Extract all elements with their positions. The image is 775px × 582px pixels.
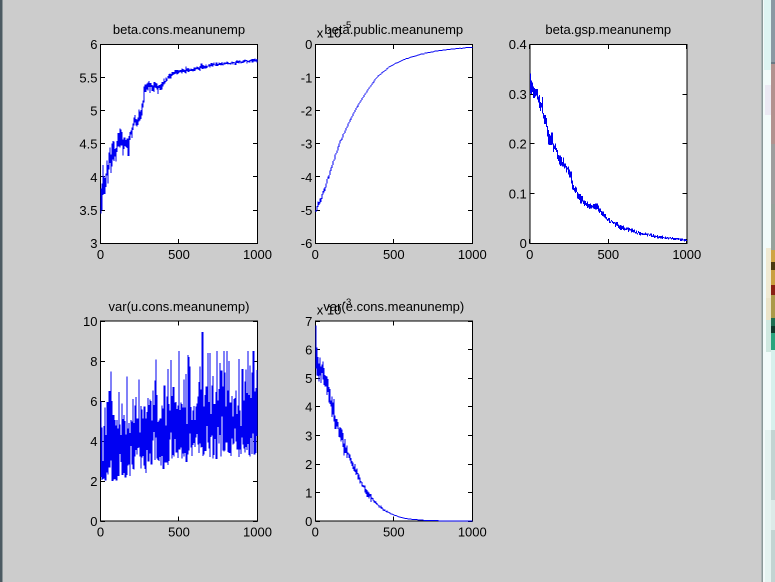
svg-text:3: 3 bbox=[305, 428, 312, 443]
svg-text:beta.public.meanunemp: beta.public.meanunemp bbox=[324, 22, 463, 37]
svg-text:0.4: 0.4 bbox=[509, 37, 527, 52]
svg-text:4: 4 bbox=[90, 434, 97, 449]
svg-text:0: 0 bbox=[305, 37, 312, 52]
svg-text:1000: 1000 bbox=[458, 525, 487, 540]
svg-text:500: 500 bbox=[168, 525, 190, 540]
svg-text:6: 6 bbox=[305, 343, 312, 358]
svg-text:beta.gsp.meanunemp: beta.gsp.meanunemp bbox=[545, 22, 671, 37]
svg-text:5: 5 bbox=[90, 103, 97, 118]
svg-text:var(e.cons.meanunemp): var(e.cons.meanunemp) bbox=[323, 299, 464, 314]
svg-text:8: 8 bbox=[90, 354, 97, 369]
svg-text:2: 2 bbox=[305, 457, 312, 472]
svg-text:500: 500 bbox=[597, 247, 619, 262]
svg-text:-6: -6 bbox=[301, 236, 313, 251]
svg-text:-2: -2 bbox=[301, 103, 313, 118]
svg-text:3: 3 bbox=[90, 236, 97, 251]
svg-text:2: 2 bbox=[90, 474, 97, 489]
svg-text:0: 0 bbox=[97, 525, 104, 540]
svg-text:1: 1 bbox=[305, 485, 312, 500]
svg-text:-3: -3 bbox=[343, 297, 351, 308]
svg-text:4: 4 bbox=[305, 400, 312, 415]
svg-text:-3: -3 bbox=[301, 137, 313, 152]
svg-text:4.5: 4.5 bbox=[79, 137, 97, 152]
svg-text:0: 0 bbox=[526, 247, 533, 262]
svg-text:0: 0 bbox=[90, 514, 97, 529]
svg-text:10: 10 bbox=[83, 314, 97, 329]
svg-text:x 10: x 10 bbox=[317, 26, 342, 41]
svg-text:-1: -1 bbox=[301, 70, 313, 85]
svg-text:5: 5 bbox=[305, 371, 312, 386]
svg-text:0: 0 bbox=[312, 525, 319, 540]
svg-text:0: 0 bbox=[97, 247, 104, 262]
svg-text:1000: 1000 bbox=[458, 247, 487, 262]
svg-text:0: 0 bbox=[305, 514, 312, 529]
svg-text:3.5: 3.5 bbox=[79, 203, 97, 218]
svg-text:5.5: 5.5 bbox=[79, 70, 97, 85]
svg-text:4: 4 bbox=[90, 170, 97, 185]
svg-text:500: 500 bbox=[383, 525, 405, 540]
svg-text:500: 500 bbox=[168, 247, 190, 262]
svg-text:-5: -5 bbox=[343, 20, 351, 31]
svg-text:1000: 1000 bbox=[243, 525, 272, 540]
svg-text:6: 6 bbox=[90, 394, 97, 409]
svg-text:-5: -5 bbox=[301, 203, 313, 218]
svg-text:0.1: 0.1 bbox=[509, 186, 527, 201]
svg-text:1000: 1000 bbox=[672, 247, 701, 262]
svg-text:7: 7 bbox=[305, 314, 312, 329]
svg-text:1000: 1000 bbox=[243, 247, 272, 262]
svg-text:0: 0 bbox=[520, 236, 527, 251]
svg-text:500: 500 bbox=[383, 247, 405, 262]
svg-text:6: 6 bbox=[90, 37, 97, 52]
svg-text:beta.cons.meanunemp: beta.cons.meanunemp bbox=[113, 22, 245, 37]
svg-text:var(u.cons.meanunemp): var(u.cons.meanunemp) bbox=[109, 299, 250, 314]
svg-text:0.3: 0.3 bbox=[509, 87, 527, 102]
svg-text:x 10: x 10 bbox=[317, 303, 342, 318]
svg-text:0.2: 0.2 bbox=[509, 137, 527, 152]
svg-text:-4: -4 bbox=[301, 170, 313, 185]
svg-text:0: 0 bbox=[312, 247, 319, 262]
